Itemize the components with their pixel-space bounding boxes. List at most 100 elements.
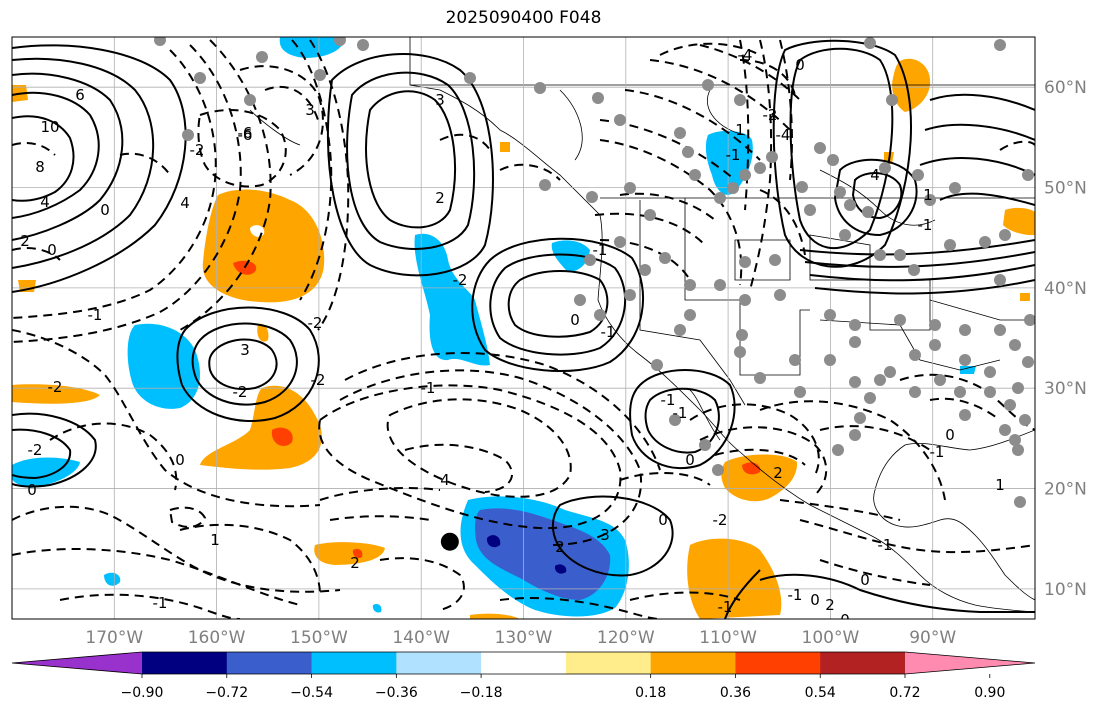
colorbar-segment xyxy=(650,652,736,674)
contour-label: 2 xyxy=(825,596,835,614)
contour-label: -1 xyxy=(918,216,933,234)
station-dot xyxy=(959,324,971,336)
station-dot xyxy=(954,386,966,398)
station-dot xyxy=(1009,434,1021,446)
negative-contour-lines xyxy=(12,39,1035,619)
station-dot xyxy=(827,154,839,166)
colorbar-segment xyxy=(565,652,652,674)
station-dot xyxy=(659,252,671,264)
station-dot xyxy=(999,424,1011,436)
contour-label: 3 xyxy=(305,101,315,119)
contour-label: 10 xyxy=(40,118,59,136)
station-dot xyxy=(1004,399,1016,411)
station-dot xyxy=(959,409,971,421)
colorbar-tick-label: −0.18 xyxy=(460,685,503,701)
station-dot xyxy=(909,386,921,398)
negative-anomaly-region xyxy=(127,323,200,409)
station-dot xyxy=(949,182,961,194)
colorbar-segment xyxy=(142,652,228,674)
station-dot xyxy=(894,249,906,261)
contour-label: -2 xyxy=(48,378,63,396)
contour-label: -4 xyxy=(738,46,753,64)
positive-anomaly-region xyxy=(1020,293,1030,301)
station-dot xyxy=(714,192,726,204)
contour-label: -1 xyxy=(421,379,436,397)
station-dot xyxy=(979,236,991,248)
station-dot xyxy=(714,279,726,291)
station-dot xyxy=(789,354,801,366)
contour-label: 1 xyxy=(995,476,1005,494)
station-dot xyxy=(959,354,971,366)
contour-label: -2 xyxy=(453,271,468,289)
station-dot xyxy=(769,254,781,266)
contour-label: -1 xyxy=(601,323,616,341)
colorbar-tick-label: 0.90 xyxy=(974,685,1005,701)
contour-label: 2 xyxy=(555,538,565,556)
station-dot xyxy=(766,151,778,163)
contour-label: 0 xyxy=(175,451,185,469)
longitude-label: 130°W xyxy=(495,628,553,648)
station-markers xyxy=(154,37,1035,508)
contour-label: 4 xyxy=(40,193,50,211)
contour-label: 2 xyxy=(435,189,445,207)
station-dot xyxy=(674,127,686,139)
longitude-label: 110°W xyxy=(699,628,757,648)
station-dot xyxy=(614,114,626,126)
station-dot xyxy=(849,319,861,331)
station-dot xyxy=(934,374,946,386)
negative-anomaly-region xyxy=(551,240,590,272)
longitude-label: 160°W xyxy=(188,628,246,648)
gridlines xyxy=(12,37,1035,619)
longitude-labels: 170°W 160°W 150°W 140°W 130°W 120°W 110°W 100°W… xyxy=(85,628,956,648)
station-dot xyxy=(908,264,920,276)
contour-label: 0 xyxy=(795,56,805,74)
map-frame xyxy=(11,36,1036,620)
longitude-label: 90°W xyxy=(909,628,956,648)
station-dot xyxy=(1022,356,1034,368)
station-dot xyxy=(194,72,206,84)
latitude-label: 40°N xyxy=(1044,279,1087,299)
station-dot xyxy=(849,429,861,441)
contour-label: 0 xyxy=(570,311,580,329)
station-dot xyxy=(984,386,996,398)
station-dot xyxy=(727,182,739,194)
contour-label: -1 xyxy=(788,586,803,604)
positive-anomaly-region xyxy=(687,538,782,619)
station-dot xyxy=(624,289,636,301)
contour-label: 6 xyxy=(75,86,85,104)
contour-label: 0 xyxy=(100,201,110,219)
station-dot xyxy=(1024,314,1035,326)
negative-anomaly-region xyxy=(414,233,490,366)
contour-label: -1 xyxy=(661,391,676,409)
station-dot xyxy=(1022,169,1034,181)
contour-label: 3 xyxy=(240,341,250,359)
station-dot xyxy=(182,129,194,141)
storm-center-marker xyxy=(440,532,459,551)
colorbar-segment xyxy=(481,652,567,674)
station-dot xyxy=(154,37,166,46)
contour-label: 0 xyxy=(945,426,955,444)
station-dot xyxy=(669,414,681,426)
contour-label: -2 xyxy=(763,106,778,124)
map-title: 2025090400 F048 xyxy=(445,8,602,28)
negative-anomaly-region xyxy=(279,37,345,58)
station-dot xyxy=(534,82,546,94)
station-dot xyxy=(644,209,656,221)
contour-label: -1 xyxy=(726,146,741,164)
station-dot xyxy=(984,366,996,378)
positive-anomaly-region xyxy=(1003,207,1035,236)
station-dot xyxy=(736,329,748,341)
strong-negative-anomaly-region xyxy=(475,508,611,600)
extreme-negative-anomaly-region xyxy=(554,564,567,574)
positive-anomaly-region xyxy=(470,613,520,619)
station-dot xyxy=(1012,444,1024,456)
contour-label: -1 xyxy=(673,404,688,422)
station-dot xyxy=(886,94,898,106)
contour-label: -4 xyxy=(776,126,791,144)
colorbar-extend-min xyxy=(12,652,142,674)
station-dot xyxy=(1014,496,1026,508)
contour-label: 0 xyxy=(860,571,870,589)
station-dot xyxy=(794,386,806,398)
positive-anomaly-region xyxy=(257,323,269,342)
